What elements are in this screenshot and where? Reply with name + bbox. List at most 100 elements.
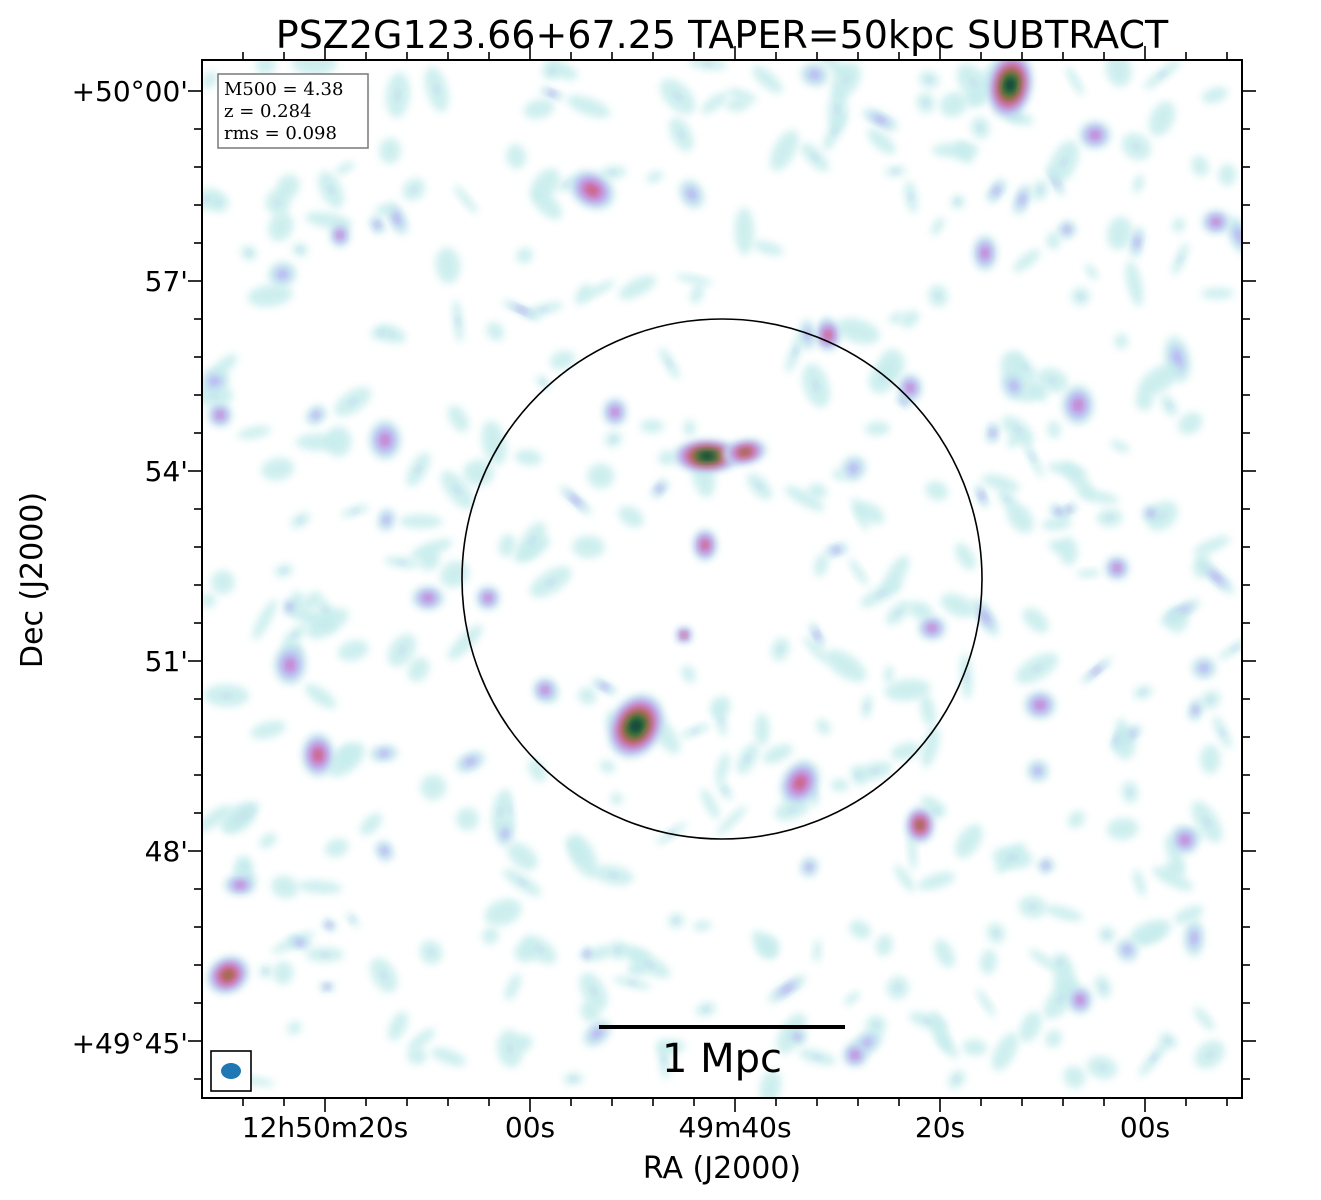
emission-blob: [618, 506, 644, 528]
emission-blob: [1068, 986, 1092, 1014]
emission-blob: [580, 947, 595, 962]
emission-blob: [1135, 390, 1154, 411]
emission-blob: [374, 840, 394, 862]
emission-blob: [1062, 385, 1094, 425]
emission-blob: [1200, 287, 1235, 300]
emission-blob: [607, 693, 665, 759]
emission-blob: [603, 398, 627, 426]
emission-blob: [926, 804, 947, 819]
emission-blob: [424, 66, 449, 113]
emission-blob: [255, 60, 276, 75]
chart-title: PSZ2G123.66+67.25 TAPER=50kpc SUBTRACT: [276, 13, 1169, 57]
emission-blob: [950, 194, 965, 209]
emission-blob: [292, 242, 308, 257]
emission-blob: [301, 591, 323, 611]
y-tick-label-0: +50°00': [72, 75, 188, 108]
emission-blob: [934, 939, 955, 968]
emission-blob: [514, 1034, 533, 1051]
emission-blob: [580, 1000, 601, 1022]
emission-blob: [447, 624, 483, 660]
emission-blob: [898, 374, 922, 402]
emission-blob: [962, 1039, 988, 1056]
emission-blob: [879, 348, 905, 379]
emission-blob: [295, 608, 335, 632]
emission-blob: [1015, 653, 1058, 684]
emission-blob: [986, 179, 1007, 203]
emission-blob: [370, 957, 398, 993]
emission-blob: [370, 326, 391, 340]
emission-blob: [747, 473, 772, 500]
emission-blob: [604, 431, 622, 448]
emission-blob: [593, 865, 634, 885]
emission-blob: [875, 934, 893, 957]
info-redshift: z = 0.284: [224, 101, 312, 122]
emission-blob: [572, 535, 605, 558]
emission-blob: [955, 141, 974, 164]
emission-blob: [315, 598, 336, 622]
emission-blob: [816, 719, 831, 735]
emission-blob: [1194, 1007, 1215, 1031]
emission-blob: [518, 521, 546, 560]
emission-blob: [948, 1070, 966, 1089]
emission-blob: [659, 347, 680, 379]
emission-blob: [491, 790, 510, 833]
emission-blob: [507, 842, 538, 871]
emission-blob: [318, 171, 344, 209]
emission-blob: [1105, 60, 1132, 87]
emission-blob: [1191, 155, 1209, 177]
x-tick-label-1: 00s: [505, 1111, 555, 1144]
emission-blob: [1138, 1039, 1169, 1077]
emission-blob: [375, 204, 392, 216]
emission-blob: [237, 426, 271, 440]
emission-blob: [656, 1039, 686, 1055]
emission-blob: [1012, 183, 1032, 215]
emission-blob: [1110, 440, 1130, 453]
emission-blob: [1218, 637, 1242, 660]
emission-blob: [940, 593, 976, 618]
emission-blob: [710, 696, 731, 718]
x-tick-label-2: 49m40s: [678, 1111, 791, 1144]
emission-blob: [324, 838, 349, 858]
emission-blob: [302, 733, 334, 777]
emission-blob: [204, 684, 250, 707]
y-tick-label-3: 51': [145, 645, 188, 678]
emission-blob: [906, 807, 934, 843]
emission-blob: [1076, 569, 1101, 578]
emission-blob: [667, 913, 685, 929]
emission-blob: [800, 62, 829, 87]
emission-blob: [398, 514, 443, 529]
emission-blob: [753, 240, 784, 256]
emission-blob: [784, 485, 825, 512]
emission-blob: [305, 947, 344, 963]
info-box: M500 = 4.38 z = 0.284 rms = 0.098: [217, 73, 369, 149]
emission-blob: [369, 215, 386, 234]
emission-blob: [1178, 412, 1203, 435]
emission-blob: [504, 973, 521, 1001]
emission-blob: [930, 217, 945, 236]
emission-blob: [276, 174, 300, 201]
emission-blob: [787, 1029, 807, 1044]
emission-blob: [455, 751, 486, 773]
emission-blob: [920, 694, 936, 727]
emission-blob: [430, 1047, 467, 1066]
emission-blob: [563, 1072, 584, 1086]
emission-blob: [955, 542, 976, 571]
emission-blob: [283, 598, 297, 616]
emission-blob: [1218, 163, 1237, 186]
emission-blob: [1047, 420, 1061, 439]
emission-blob: [271, 875, 299, 899]
emission-blob: [727, 88, 757, 103]
info-mass: M500 = 4.38: [224, 79, 343, 100]
emission-blob: [928, 284, 948, 307]
emission-blob: [716, 805, 747, 836]
emission-blob: [1049, 504, 1068, 520]
emission-blob: [669, 117, 694, 152]
emission-blob: [1142, 505, 1160, 522]
emission-blob: [1067, 810, 1086, 829]
emission-blob: [290, 512, 311, 529]
emission-blob: [987, 60, 1033, 119]
emission-blob: [330, 223, 350, 247]
emission-blob: [1018, 896, 1047, 918]
emission-blob: [1077, 489, 1119, 504]
emission-blob: [894, 864, 915, 892]
